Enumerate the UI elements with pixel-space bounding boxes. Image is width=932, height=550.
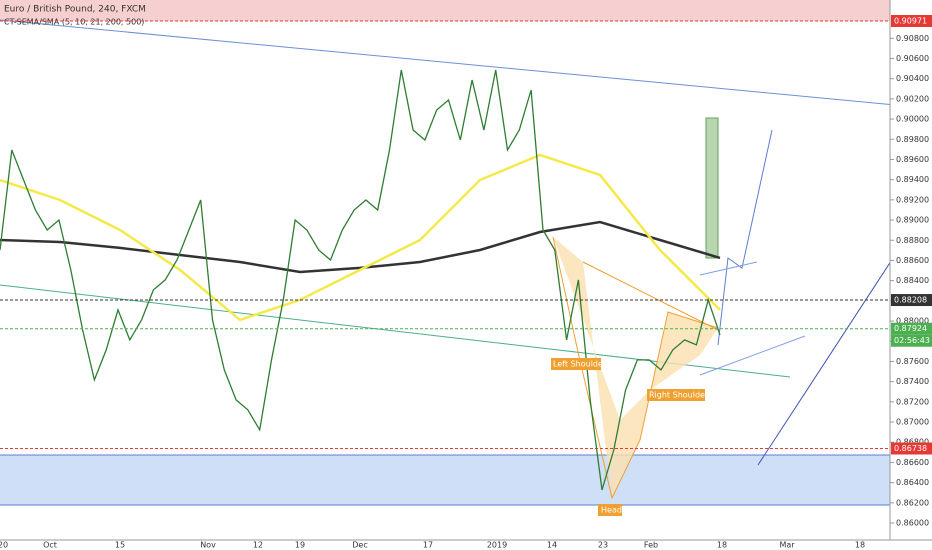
y-tick-label: 0.89600 — [896, 155, 929, 164]
price-tag — [891, 322, 932, 335]
annotation-box — [647, 389, 705, 401]
y-tick-label: 0.88800 — [896, 236, 929, 245]
channel-line — [699, 261, 758, 276]
x-tick-label: Mar — [779, 541, 795, 550]
y-tick-label: 0.90200 — [896, 94, 929, 103]
price-tag-label: 0.90971 — [894, 17, 927, 26]
x-tick-label: Oct — [43, 541, 57, 550]
resistance-zone — [0, 0, 890, 21]
trend-line — [757, 251, 898, 466]
indicator-label: CT-SEMA/SMA (5, 10, 21, 200, 500) — [4, 18, 144, 27]
y-tick-label: 0.87200 — [896, 397, 929, 406]
pattern-fill — [553, 237, 718, 498]
price-tag — [891, 294, 932, 307]
x-tick-label: Feb — [644, 541, 658, 550]
annotation: Left Shoulder — [553, 360, 607, 369]
y-tick-label: 0.88000 — [896, 317, 929, 326]
y-tick-label: 0.90400 — [896, 74, 929, 83]
y-tick-label: 0.90600 — [896, 54, 929, 63]
price-line — [0, 220, 721, 274]
support-zone — [0, 455, 890, 505]
target-box — [705, 117, 719, 259]
x-tick-label: 19 — [295, 541, 305, 550]
price-tag-label: 0.86738 — [894, 444, 927, 453]
y-tick-label: 0.86800 — [896, 438, 929, 447]
x-tick-label: 18 — [855, 541, 865, 550]
y-tick-label: 0.86000 — [896, 519, 929, 528]
y-tick-label: 0.90800 — [896, 34, 929, 43]
x-tick-label: 18 — [717, 541, 727, 550]
x-tick-label: 23 — [598, 541, 608, 550]
y-tick-label: 0.89400 — [896, 175, 929, 184]
x-tick-label: 14 — [547, 541, 557, 550]
countdown: 02:56:43 — [894, 336, 930, 345]
y-tick-label: 0.87400 — [896, 377, 929, 386]
neckline — [582, 261, 719, 331]
y-tick-label: 0.88600 — [896, 256, 929, 265]
y-tick-label: 0.89800 — [896, 135, 929, 144]
annotation-box — [551, 358, 601, 370]
x-tick-label: 17 — [423, 541, 433, 550]
pattern-outline — [552, 236, 719, 500]
x-tick-label: 2019 — [487, 541, 507, 550]
price-line — [0, 69, 721, 491]
trend-line — [0, 19, 896, 106]
y-tick-label: 0.88400 — [896, 276, 929, 285]
x-tick-label: 15 — [115, 541, 125, 550]
price-tag-label: 0.88208 — [894, 296, 927, 305]
x-tick-label: 20 — [0, 541, 8, 550]
x-tick-label: Nov — [200, 541, 216, 550]
x-tick-label: 12 — [253, 541, 263, 550]
annotation-box — [598, 504, 622, 516]
annotation: Right Shoulder — [649, 391, 709, 400]
y-tick-label: 0.89200 — [896, 195, 929, 204]
y-tick-label: 0.86400 — [896, 478, 929, 487]
channel-line — [699, 335, 806, 376]
price-tag — [891, 442, 932, 455]
y-tick-label: 0.86600 — [896, 458, 929, 467]
y-tick-label: 0.89000 — [896, 216, 929, 225]
y-tick-label: 0.87600 — [896, 357, 929, 366]
price-line — [0, 153, 721, 322]
price-axis — [890, 0, 932, 550]
price-tag — [891, 15, 932, 28]
price-tag-label: 0.87924 — [894, 324, 927, 333]
y-tick-label: 0.90000 — [896, 115, 929, 124]
countdown-tag — [891, 334, 932, 347]
projection-arrow — [717, 129, 773, 346]
chart-title: Euro / British Pound, 240, FXCM — [4, 5, 146, 15]
annotation: Head — [601, 506, 622, 515]
y-tick-label: 0.87000 — [896, 418, 929, 427]
x-tick-label: Dec — [352, 541, 367, 550]
y-tick-label: 0.86200 — [896, 498, 929, 507]
